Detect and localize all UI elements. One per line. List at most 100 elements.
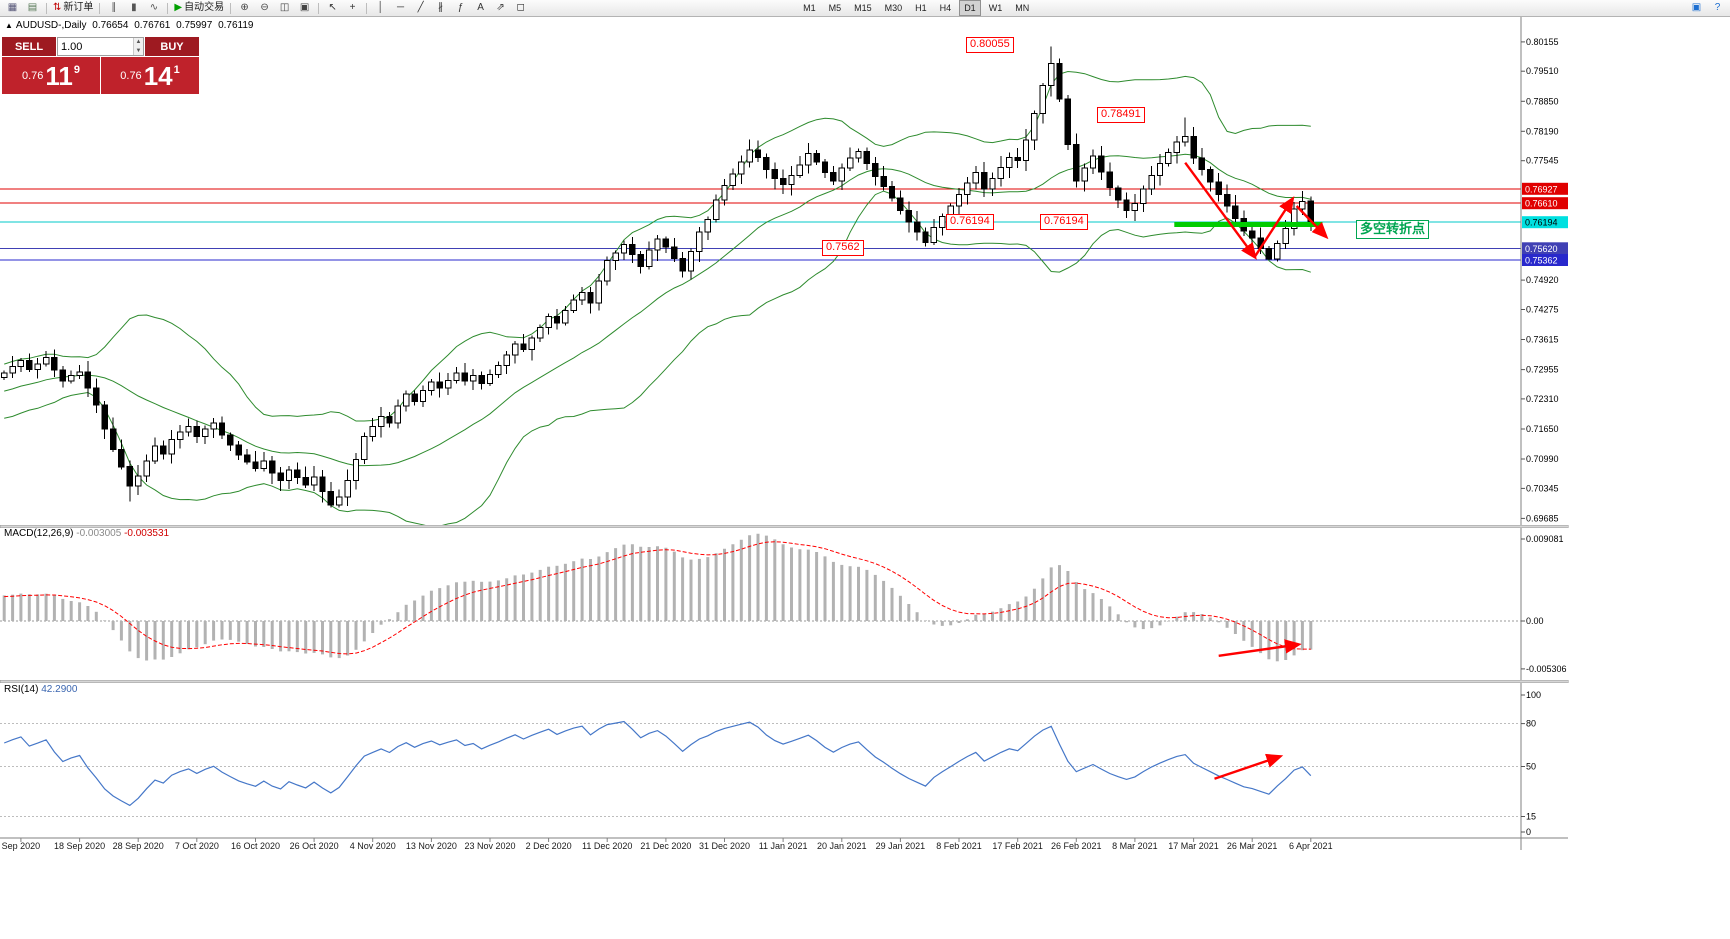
vertical-line-icon[interactable]: │ — [371, 1, 390, 16]
svg-text:0: 0 — [1526, 827, 1531, 837]
timeframe-M5[interactable]: M5 — [828, 3, 842, 13]
rsi-arrow[interactable] — [1214, 753, 1284, 780]
note-annotation[interactable]: 多空转折点 — [1356, 220, 1430, 239]
time-axis[interactable]: Sep 2020 18 Sep 2020 28 Sep 2020 7 Oct 2020… — [2, 838, 1333, 851]
timeframe-W1[interactable]: W1 — [988, 3, 1003, 13]
fibonacci-icon[interactable]: ƒ — [451, 1, 470, 16]
candle — [880, 175, 887, 187]
candle — [369, 426, 376, 438]
crosshair-icon[interactable]: + — [343, 1, 362, 16]
candle — [403, 393, 410, 407]
timeframe-H4[interactable]: H4 — [939, 3, 952, 13]
svg-text:0.69685: 0.69685 — [1526, 513, 1559, 523]
candle — [34, 363, 41, 370]
price-label-annotation[interactable]: 0.78491 — [1097, 107, 1145, 123]
svg-text:26 Feb 2021: 26 Feb 2021 — [1051, 841, 1102, 851]
candle — [981, 172, 988, 190]
chart-profiles-icon[interactable]: ▤ — [23, 1, 42, 16]
trendline-icon[interactable]: ╱ — [411, 1, 430, 16]
horizontal-line-icon[interactable]: ─ — [391, 1, 410, 16]
candle — [1031, 113, 1038, 141]
svg-text:4 Nov 2020: 4 Nov 2020 — [350, 841, 396, 851]
cascade-windows-icon[interactable]: ▣ — [295, 1, 314, 16]
candle — [679, 257, 686, 272]
new-chart-icon-glyph: ▦ — [7, 2, 18, 13]
candle — [377, 416, 385, 428]
line-chart-icon[interactable]: ∿ — [144, 1, 163, 16]
sell-button[interactable]: SELL — [2, 37, 56, 56]
price-label-annotation[interactable]: 0.76194 — [1040, 214, 1088, 230]
candle — [788, 175, 795, 186]
buy-button[interactable]: BUY — [145, 37, 199, 56]
shapes-tool-icon[interactable]: ◻ — [511, 1, 530, 16]
candle — [612, 252, 619, 262]
panel-separators[interactable] — [0, 524, 1569, 839]
candle — [1299, 200, 1306, 210]
timeframe-D1[interactable]: D1 — [959, 0, 981, 16]
timeframe-M30[interactable]: M30 — [884, 3, 903, 13]
bar-chart-icon[interactable]: ∥ — [104, 1, 123, 16]
price-axis[interactable]: 0.80155 0.79510 0.78850 0.78190 0.77545 0.749… — [1520, 17, 1568, 850]
macd-arrow[interactable] — [1218, 639, 1302, 657]
lot-increase-button[interactable]: ▲ — [134, 38, 143, 47]
candle — [51, 357, 58, 371]
svg-text:15: 15 — [1526, 812, 1536, 822]
timeframe-M1[interactable]: M1 — [803, 3, 816, 13]
trend-arrows[interactable] — [1184, 161, 1329, 260]
candle — [336, 496, 343, 506]
price-label-annotation[interactable]: 0.80055 — [966, 37, 1014, 53]
lot-decrease-button[interactable]: ▼ — [134, 46, 143, 55]
candle — [1115, 187, 1122, 201]
timeframe-M15[interactable]: M15 — [854, 3, 872, 13]
buy-price-tile[interactable]: 0.76 14 1 — [101, 57, 199, 94]
help-icon[interactable]: ? — [1708, 1, 1727, 16]
candle — [1232, 205, 1239, 219]
svg-text:0.70990: 0.70990 — [1526, 454, 1559, 464]
cursor-icon[interactable]: ↖ — [323, 1, 342, 16]
candle — [1006, 156, 1013, 168]
candle — [1081, 167, 1088, 182]
price-label-annotation[interactable]: 0.7562 — [822, 240, 864, 256]
chart-window-icon[interactable]: ▣ — [1687, 1, 1706, 16]
timeframe-H1[interactable]: H1 — [915, 3, 927, 13]
timeframe-MN[interactable]: MN — [1015, 3, 1030, 13]
svg-text:0.71650: 0.71650 — [1526, 424, 1559, 434]
candle — [17, 360, 25, 368]
channel-icon[interactable]: ∦ — [431, 1, 450, 16]
bid-price-sup: 9 — [73, 63, 81, 76]
line-chart-icon-glyph: ∿ — [149, 2, 159, 13]
candle — [696, 231, 703, 252]
tile-windows-icon[interactable]: ◫ — [275, 1, 294, 16]
top-toolbar: ▦ ▤ ⇅ 新订单 ∥ ▮ ∿ ▶ 自动交易 ⊕ ⊖ ◫ ▣ ↖ + │ ─ ╱ ∦ ƒ A ⇗ ◻ M1 M5 M15 M30 H1… — [0, 0, 1730, 17]
price-tag: 0.76194 — [1522, 216, 1568, 229]
candle — [1249, 230, 1256, 239]
candle — [26, 360, 33, 370]
arrows-tool-icon[interactable]: ⇗ — [491, 1, 510, 16]
candle — [193, 426, 201, 438]
symbol-name: AUDUSD-,Daily — [15, 20, 87, 31]
sell-price-tile[interactable]: 0.76 11 9 — [2, 57, 100, 94]
candlestick-chart-icon[interactable]: ▮ — [124, 1, 143, 16]
text-label-icon[interactable]: A — [471, 1, 490, 16]
zoom-out-icon[interactable]: ⊖ — [255, 1, 274, 16]
macd-splitter[interactable] — [0, 524, 1569, 528]
fibonacci-icon-glyph: ƒ — [457, 2, 464, 13]
new-chart-icon[interactable]: ▦ — [3, 1, 22, 16]
svg-text:80: 80 — [1526, 719, 1536, 729]
zoom-in-icon-glyph: ⊕ — [240, 2, 249, 13]
bid-price-big: 11 — [45, 60, 73, 91]
candle — [1190, 135, 1197, 159]
svg-text:0.80155: 0.80155 — [1526, 37, 1559, 47]
zoom-in-icon[interactable]: ⊕ — [235, 1, 254, 16]
lot-size-input[interactable] — [58, 38, 134, 55]
candle — [118, 449, 125, 468]
autotrading-button[interactable]: ▶ 自动交易 — [172, 1, 226, 16]
candle — [1173, 141, 1180, 154]
price-label-annotation[interactable]: 0.76194 — [946, 214, 994, 230]
rsi-splitter[interactable] — [0, 679, 1569, 683]
toolbar-separator — [167, 2, 169, 14]
candle — [754, 149, 762, 158]
new-order-button[interactable]: ⇅ 新订单 — [51, 1, 95, 16]
